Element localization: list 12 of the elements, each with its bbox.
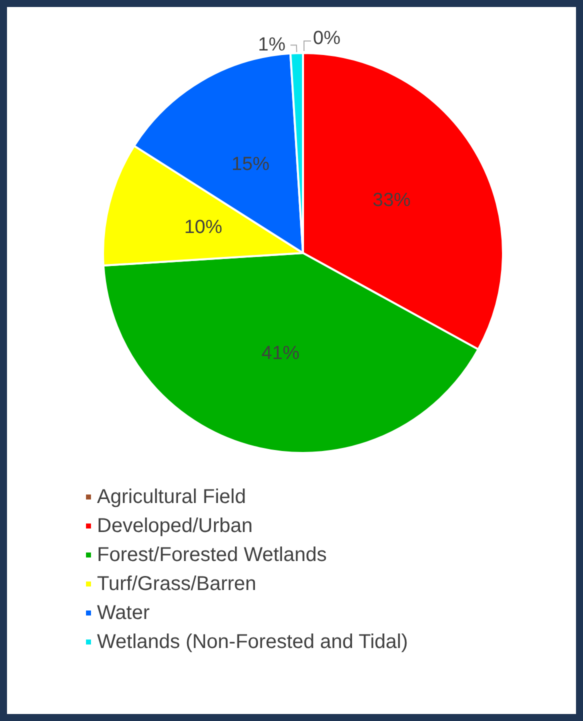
legend-label: Agricultural Field (97, 486, 246, 508)
legend-label: Forest/Forested Wetlands (97, 544, 327, 566)
data-label: 10% (184, 216, 222, 238)
text: 0% (313, 28, 340, 49)
legend-label: Wetlands (Non-Forested and Tidal) (97, 631, 408, 653)
data-label: 41% (262, 343, 300, 364)
data-label: 15% (232, 154, 270, 175)
legend-label: Turf/Grass/Barren (97, 573, 256, 595)
data-label: 33% (372, 190, 411, 212)
legend-label: Water (97, 602, 150, 624)
data-label: 1% (258, 34, 286, 56)
legend-label: Developed/Urban (97, 515, 253, 537)
